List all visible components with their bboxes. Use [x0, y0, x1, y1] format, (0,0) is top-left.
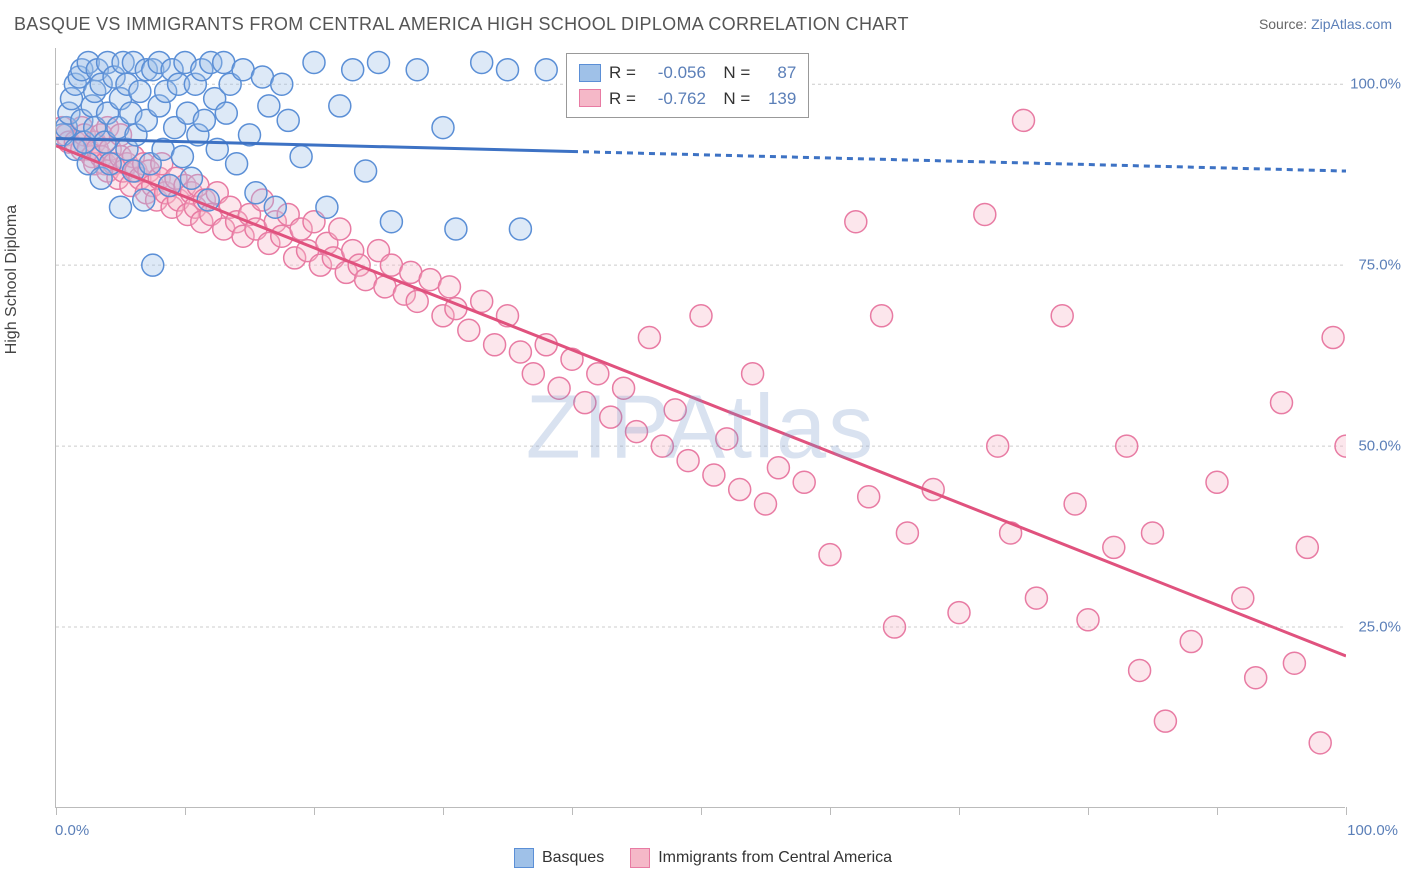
legend-item-basques: Basques: [514, 848, 604, 868]
stats-row-basques: R = -0.056 N = 87: [579, 60, 796, 86]
x-tick: [1088, 807, 1089, 815]
x-tick: [56, 807, 57, 815]
x-axis-min-label: 0.0%: [55, 822, 89, 839]
y-tick-label: 75.0%: [1358, 257, 1401, 274]
y-axis-title: High School Diploma: [3, 205, 21, 354]
legend-label-immigrants: Immigrants from Central America: [658, 849, 892, 867]
x-tick: [572, 807, 573, 815]
x-tick: [1217, 807, 1218, 815]
x-tick: [959, 807, 960, 815]
x-tick: [1346, 807, 1347, 815]
x-tick: [830, 807, 831, 815]
y-tick-label: 50.0%: [1358, 438, 1401, 455]
x-tick: [314, 807, 315, 815]
stats-swatch-immigrants: [579, 89, 601, 107]
legend-swatch-immigrants: [630, 848, 650, 868]
source-attribution: Source: ZipAtlas.com: [1259, 16, 1392, 32]
legend-label-basques: Basques: [542, 849, 604, 867]
chart-header: BASQUE VS IMMIGRANTS FROM CENTRAL AMERIC…: [0, 0, 1406, 40]
x-tick: [443, 807, 444, 815]
source-link[interactable]: ZipAtlas.com: [1311, 16, 1392, 32]
scatter-plot-svg: [56, 48, 1346, 808]
x-tick: [701, 807, 702, 815]
x-tick: [185, 807, 186, 815]
plot-area: ZIPAtlas R = -0.056 N = 87 R = -0.762 N …: [55, 48, 1345, 808]
legend: Basques Immigrants from Central America: [0, 848, 1406, 868]
x-axis-max-label: 100.0%: [1347, 822, 1398, 839]
y-tick-label: 100.0%: [1350, 76, 1401, 93]
legend-item-immigrants: Immigrants from Central America: [630, 848, 892, 868]
y-tick-label: 25.0%: [1358, 619, 1401, 636]
chart-title: BASQUE VS IMMIGRANTS FROM CENTRAL AMERIC…: [14, 14, 909, 35]
stats-swatch-basques: [579, 64, 601, 82]
correlation-stats-box: R = -0.056 N = 87 R = -0.762 N = 139: [566, 53, 809, 118]
stats-row-immigrants: R = -0.762 N = 139: [579, 86, 796, 112]
legend-swatch-basques: [514, 848, 534, 868]
